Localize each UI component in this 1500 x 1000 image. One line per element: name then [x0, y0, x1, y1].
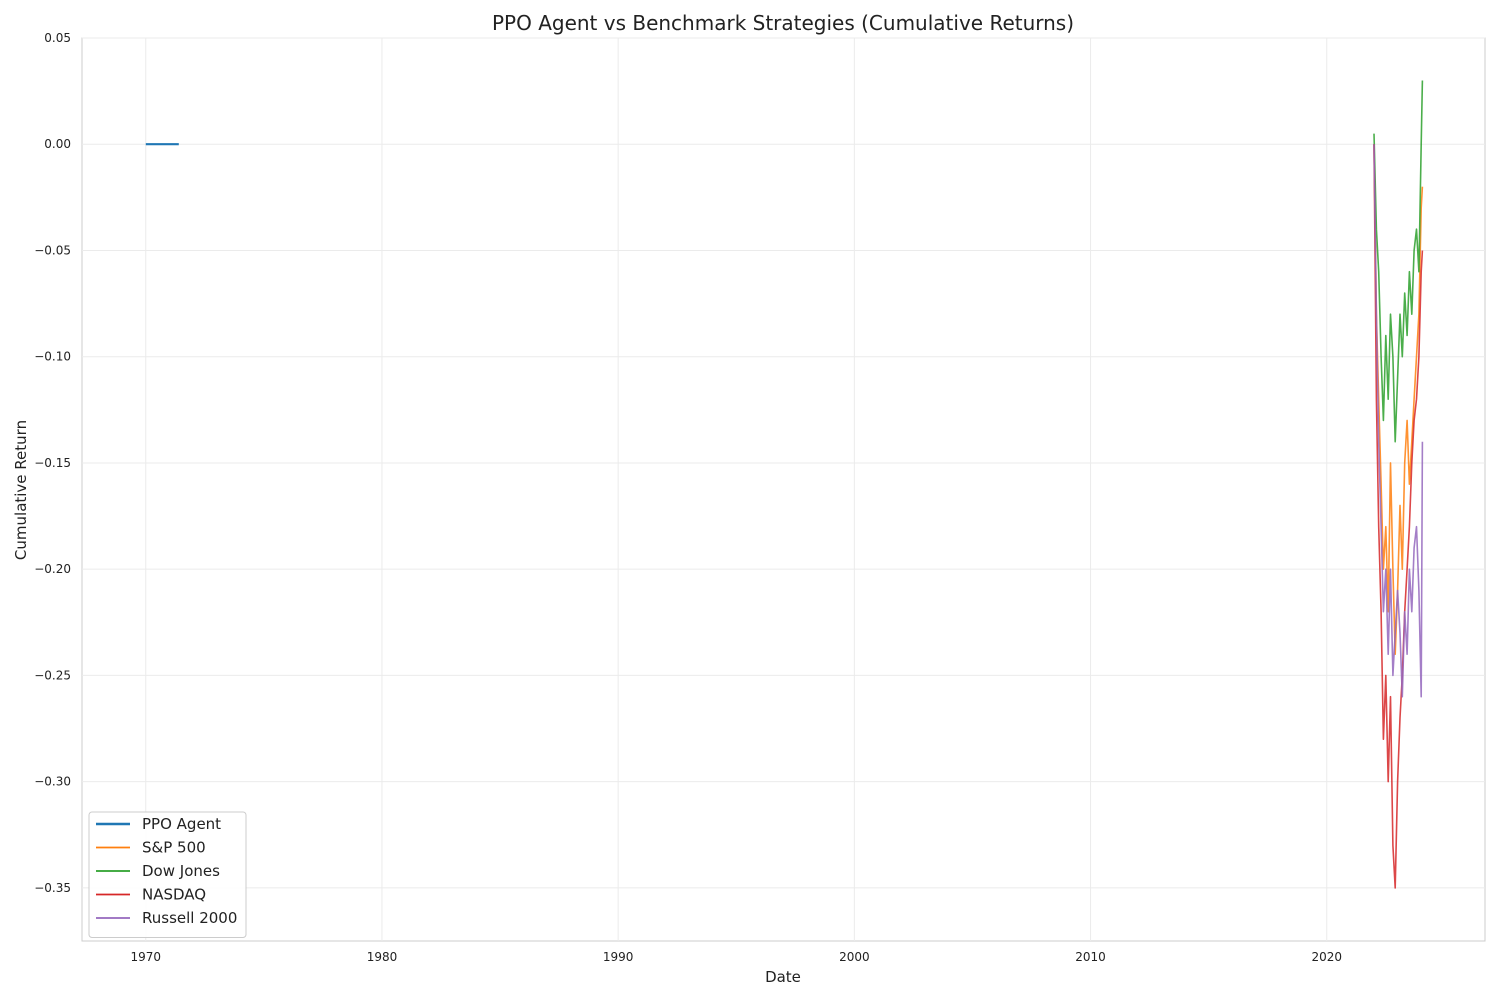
y-tick-label: 0.05: [44, 31, 71, 45]
series-line-3: [1373, 144, 1424, 889]
x-tick-label: 2010: [1075, 950, 1106, 964]
x-tick-label: 2020: [1311, 950, 1342, 964]
legend-label: Dow Jones: [142, 862, 220, 880]
y-tick-label: −0.25: [34, 668, 71, 682]
y-tick-label: −0.30: [34, 775, 71, 789]
y-tick-label: −0.35: [34, 881, 71, 895]
series-lines: [145, 80, 1424, 889]
x-tick-label: 1970: [130, 950, 161, 964]
plot-area: [81, 37, 1486, 942]
chart-title: PPO Agent vs Benchmark Strategies (Cumul…: [492, 11, 1074, 35]
y-tick-label: −0.05: [34, 243, 71, 257]
axis-ticks: 1970 1980 1990 2000 2010 2020 0.05 0.00 −0.05 −0.…: [34, 31, 1342, 964]
y-tick-label: 0.00: [44, 137, 71, 151]
x-tick-label: 1980: [367, 950, 398, 964]
legend-label: PPO Agent: [142, 815, 221, 833]
legend-label: NASDAQ: [142, 886, 206, 904]
y-axis-label: Cumulative Return: [12, 420, 30, 560]
x-axis-label: Date: [765, 968, 801, 986]
y-tick-label: −0.10: [34, 350, 71, 364]
series-line-4: [1373, 144, 1424, 698]
series-line-2: [1373, 80, 1424, 443]
grid-lines: [82, 37, 1485, 941]
y-tick-label: −0.20: [34, 562, 71, 576]
series-line-1: [1373, 144, 1424, 656]
legend-label: S&P 500: [142, 839, 206, 857]
legend-box: [88, 811, 247, 938]
x-tick-label: 1990: [603, 950, 634, 964]
y-tick-label: −0.15: [34, 456, 71, 470]
legend-label: Russell 2000: [142, 909, 237, 927]
x-tick-label: 2000: [839, 950, 870, 964]
legend: PPO Agent S&P 500 Dow Jones NASDAQ Russell 2…: [88, 811, 247, 938]
